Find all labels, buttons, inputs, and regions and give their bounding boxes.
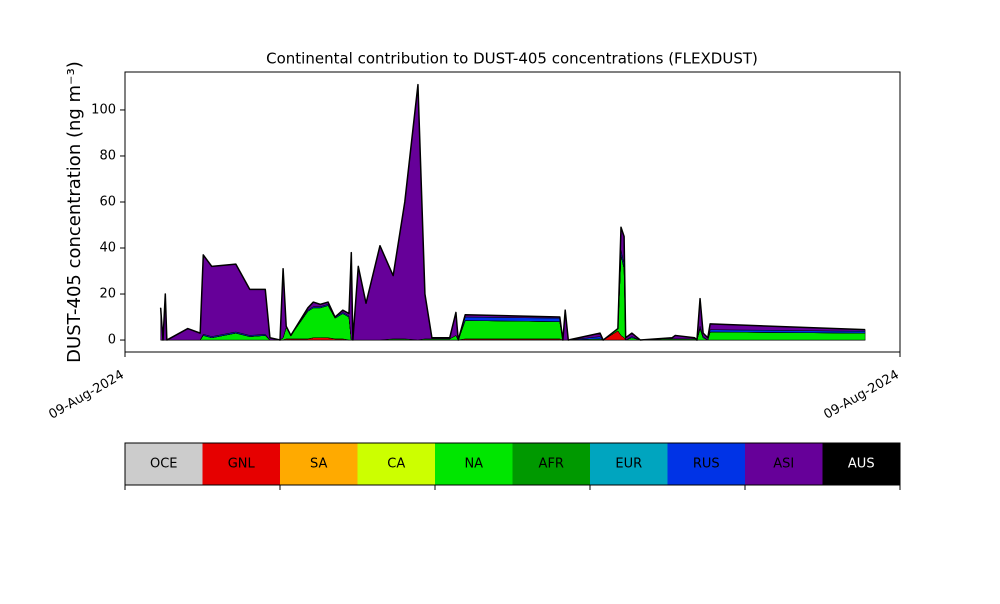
y-tick-label: 40 — [99, 241, 116, 256]
total-outline — [159, 83, 866, 341]
legend-swatch — [435, 443, 513, 485]
legend-label: AFR — [539, 457, 564, 472]
legend-label: EUR — [615, 457, 642, 472]
legend-label: RUS — [693, 457, 720, 472]
plot-frame — [124, 71, 901, 353]
colorbar: OCE GNL SA CA NA AFR EUR RUS ASI AUS — [124, 442, 901, 490]
legend-swatch — [125, 443, 203, 485]
legend-swatch — [280, 443, 358, 485]
legend-label: OCE — [150, 457, 178, 472]
legend-swatch — [590, 443, 668, 485]
legend-swatch — [822, 443, 901, 485]
legend-swatch — [745, 443, 823, 485]
chart-title: Continental contribution to DUST-405 con… — [266, 50, 758, 68]
legend-label: NA — [464, 457, 483, 472]
legend-swatch — [357, 443, 436, 485]
y-tick-label: 60 — [99, 194, 116, 209]
y-tick-label: 80 — [99, 148, 116, 163]
y-tick-label: 20 — [99, 287, 116, 302]
legend-label: AUS — [848, 457, 875, 472]
legend-label: ASI — [773, 457, 794, 472]
colorbar-frame — [124, 442, 901, 486]
legend-swatch — [667, 443, 746, 485]
plot-area — [159, 83, 866, 341]
y-axis-label: DUST-405 concentration (ng m⁻³) — [64, 61, 85, 363]
legend-label: CA — [387, 457, 405, 472]
legend-label: SA — [310, 457, 327, 472]
legend-label: GNL — [228, 457, 256, 472]
legend-swatch — [512, 443, 591, 485]
y-tick-label: 0 — [108, 333, 116, 348]
legend-swatch — [202, 443, 281, 485]
y-tick-label: 100 — [91, 102, 116, 117]
